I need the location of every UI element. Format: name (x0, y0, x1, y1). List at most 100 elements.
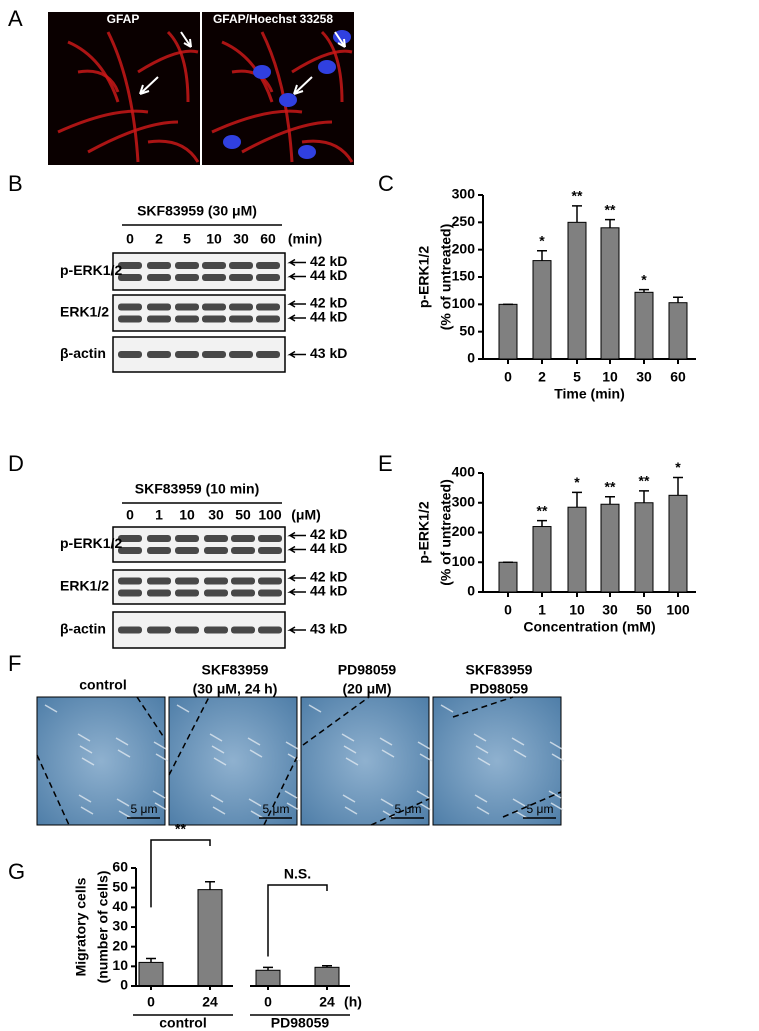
cell (154, 802, 168, 811)
y-tick-label: 300 (452, 186, 476, 202)
comparison-label: N.S. (284, 866, 311, 882)
x-tick-label: 0 (264, 994, 272, 1010)
scratch-edge (502, 791, 562, 818)
bar (567, 506, 587, 593)
band (202, 351, 226, 358)
marker-label: 44 kD (310, 309, 347, 325)
band (229, 262, 253, 269)
significance: ** (605, 201, 616, 217)
significance: ** (537, 502, 548, 518)
group-label: PD98059 (271, 1015, 330, 1031)
scratch-edge (136, 696, 166, 740)
lane-label: 2 (155, 231, 163, 247)
lane-unit: (min) (288, 231, 322, 247)
cell (248, 798, 262, 807)
cell (341, 733, 355, 742)
arrow (139, 76, 159, 95)
lane-label: 0 (126, 507, 134, 523)
y-axis-label: p-ERK1/2 (416, 246, 432, 308)
lane-label: 60 (260, 231, 276, 247)
band (229, 351, 253, 358)
marker-label: 44 kD (310, 540, 347, 556)
band (175, 351, 199, 358)
scratch-edge (263, 756, 298, 826)
band (118, 535, 142, 542)
error-bar (263, 966, 273, 971)
panel-letter: D (8, 451, 24, 476)
x-axis-label: Concentration (mM) (523, 619, 655, 635)
phase-image (432, 696, 562, 826)
cell (212, 806, 226, 815)
band (147, 303, 171, 311)
y-tick-label: 50 (459, 322, 475, 338)
image-caption: SKF83959 (466, 662, 533, 678)
error-bar (639, 490, 649, 503)
cell (210, 794, 224, 803)
marker-label: 44 kD (310, 583, 347, 599)
panel-letter: C (378, 171, 394, 196)
x-tick-label: 10 (569, 602, 585, 618)
micrograph (48, 12, 200, 165)
band (204, 535, 228, 542)
cell (250, 810, 264, 819)
group-label: control (159, 1015, 206, 1031)
scale-label: 5 μm (263, 802, 290, 816)
error-bar (205, 881, 215, 890)
marker-label: 42 kD (310, 295, 347, 311)
band (175, 547, 199, 554)
band (118, 262, 142, 269)
band (258, 626, 282, 634)
band (175, 535, 199, 542)
lane-label: 1 (155, 507, 163, 523)
cell (513, 749, 527, 758)
bar (600, 503, 620, 593)
scratch-edge (36, 754, 70, 826)
panel-letter: F (8, 651, 21, 676)
error-bar (673, 296, 683, 303)
marker-label: 43 kD (310, 345, 347, 361)
cell (285, 741, 299, 750)
bar (498, 303, 518, 360)
marker-label: 43 kD (310, 621, 347, 637)
scale-label: 5 μm (527, 802, 554, 816)
band (231, 577, 255, 585)
cell (249, 749, 263, 758)
gfap-fiber (77, 69, 120, 93)
cell (117, 749, 131, 758)
image-label: GFAP/Hoechst 33258 (213, 12, 333, 26)
band (202, 303, 226, 311)
y-axis-label: p-ERK1/2 (416, 501, 432, 563)
cell (287, 753, 301, 762)
significance: * (539, 232, 545, 248)
gfap-fiber (291, 49, 353, 74)
image-caption: SKF83959 (202, 662, 269, 678)
gfap-fiber (221, 40, 274, 103)
cell (77, 733, 91, 742)
bar (668, 302, 688, 360)
band (231, 547, 255, 554)
significance: ** (572, 188, 583, 204)
scale-label: 5 μm (131, 802, 158, 816)
band (118, 351, 142, 358)
y-tick-label: 10 (112, 957, 128, 973)
gfap-fiber (260, 31, 294, 163)
image-caption: (20 μM) (342, 681, 391, 697)
row-label: p-ERK1/2 (60, 262, 122, 278)
cell (512, 798, 526, 807)
x-tick-label: 10 (602, 369, 618, 385)
x-tick-label: 0 (504, 369, 512, 385)
band (231, 535, 255, 542)
cell (81, 757, 95, 766)
row-label: ERK1/2 (60, 578, 109, 594)
y-axis-label: (% of untreated) (438, 479, 454, 586)
panel-letter: E (378, 451, 393, 476)
error-bar (537, 250, 547, 261)
bar (314, 966, 340, 987)
band (118, 626, 142, 634)
band (202, 262, 226, 269)
blot-treatment: SKF83959 (10 min) (135, 481, 260, 497)
x-tick-label: 30 (636, 369, 652, 385)
x-tick-label: 30 (602, 602, 618, 618)
y-tick-label: 100 (452, 295, 476, 311)
panel-letter: B (8, 171, 23, 196)
